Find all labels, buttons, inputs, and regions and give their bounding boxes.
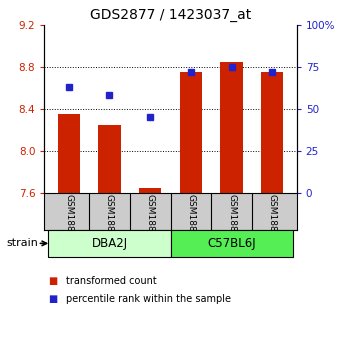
Text: strain: strain — [7, 238, 39, 249]
Text: GSM188242: GSM188242 — [268, 194, 277, 249]
Bar — [98, 125, 121, 193]
Text: GSM188245: GSM188245 — [146, 194, 155, 249]
Text: ■: ■ — [48, 276, 57, 286]
Text: GSM188241: GSM188241 — [227, 194, 236, 249]
Text: transformed count: transformed count — [66, 276, 157, 286]
Bar — [261, 72, 283, 193]
Text: ■: ■ — [48, 294, 57, 304]
Text: percentile rank within the sample: percentile rank within the sample — [66, 294, 232, 304]
Bar — [139, 188, 161, 193]
Title: GDS2877 / 1423037_at: GDS2877 / 1423037_at — [90, 8, 251, 22]
Bar — [220, 62, 243, 193]
Bar — [180, 72, 202, 193]
Text: GSM188244: GSM188244 — [105, 194, 114, 249]
Text: GSM188243: GSM188243 — [64, 194, 73, 249]
Bar — [58, 114, 80, 193]
Text: C57BL6J: C57BL6J — [207, 237, 256, 250]
Text: GSM188240: GSM188240 — [186, 194, 195, 249]
Text: DBA2J: DBA2J — [91, 237, 128, 250]
